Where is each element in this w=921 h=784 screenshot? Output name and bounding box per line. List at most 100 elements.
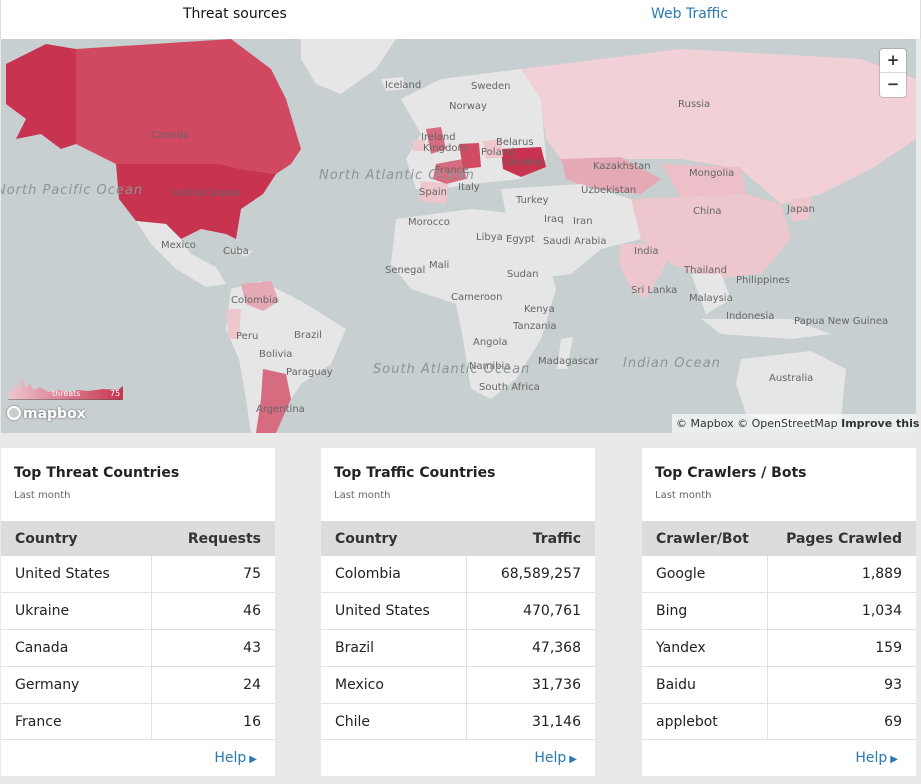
caret-right-icon: ▶ — [890, 754, 898, 765]
legend-max: 75 — [110, 389, 121, 398]
panel-title: Top Crawlers / Bots — [655, 465, 807, 481]
africa-shape — [391, 209, 556, 399]
legend-label: threats — [52, 389, 81, 398]
map-label-egypt: Egypt — [506, 234, 535, 245]
table-row: France 16 — [1, 703, 275, 741]
map-label-thailand: Thailand — [683, 265, 727, 276]
traffic-table: Country Traffic Colombia 68,589,257 Unite… — [321, 521, 595, 741]
map-label-canada: Canada — [151, 130, 189, 141]
panel-title: Top Threat Countries — [14, 465, 180, 481]
zoom-out-button[interactable]: − — [886, 75, 900, 93]
threat-table: Country Requests United States 75 Ukraine… — [1, 521, 275, 741]
usa-shape — [116, 164, 276, 239]
russia-shape — [521, 49, 916, 204]
china-shape — [631, 194, 791, 279]
mapbox-logo[interactable]: mapbox — [7, 406, 86, 422]
map-label-kingdom: Kingdom — [423, 143, 467, 154]
row-name: United States — [1, 556, 152, 594]
map-label-ukraine: Ukraine — [504, 157, 543, 168]
map-label-south-africa: South Africa — [479, 382, 540, 393]
cuba-shape — [229, 249, 253, 257]
row-name: Colombia — [321, 556, 467, 594]
caret-right-icon: ▶ — [569, 754, 577, 765]
col-country[interactable]: Country — [1, 521, 152, 556]
attribution-osm[interactable]: © OpenStreetMap — [737, 417, 838, 430]
map-label-sudan: Sudan — [507, 269, 539, 280]
table-row: United States 470,761 — [321, 592, 595, 631]
mexico-shape — [136, 221, 226, 287]
zoom-in-button[interactable]: + — [880, 49, 906, 73]
help-link[interactable]: Help ▶ — [534, 750, 577, 766]
map-label-colombia: Colombia — [231, 295, 278, 306]
col-crawler[interactable]: Crawler/Bot — [642, 521, 768, 556]
map-label-sri-lanka: Sri Lanka — [631, 285, 677, 296]
map-label-saudi: Saudi Arabia — [543, 236, 606, 247]
row-value: 1,889 — [766, 556, 916, 594]
row-name: Google — [642, 556, 768, 594]
help-link[interactable]: Help ▶ — [855, 750, 898, 766]
japan-shape — [791, 197, 811, 222]
traffic-countries-panel: Top Traffic Countries Last month Country… — [321, 448, 595, 776]
alaska-shape — [6, 44, 76, 149]
col-country[interactable]: Country — [321, 521, 467, 556]
row-name: France — [1, 703, 152, 741]
ireland-shape — [413, 139, 425, 151]
row-value: 1,034 — [766, 592, 916, 631]
row-name: Canada — [1, 629, 152, 667]
row-value: 31,736 — [466, 666, 595, 704]
map-label-philippines: Philippines — [736, 275, 790, 286]
col-pages-crawled[interactable]: Pages Crawled — [767, 521, 916, 556]
colombia-shape — [241, 281, 279, 311]
attribution-mapbox[interactable]: © Mapbox — [676, 417, 734, 430]
row-value: 159 — [766, 629, 916, 667]
table-row: applebot 69 — [642, 703, 916, 741]
improve-map-link[interactable]: Improve this map — [841, 417, 921, 430]
map-label-libya: Libya — [476, 232, 503, 243]
germany-shape — [459, 143, 481, 169]
map-label-papua: Papua New Guinea — [794, 316, 888, 327]
table-row: Canada 43 — [1, 629, 275, 667]
map-label-mongolia: Mongolia — [689, 168, 734, 179]
col-requests[interactable]: Requests — [151, 521, 275, 556]
threat-map[interactable]: Iceland Norway Sweden Russia Canada Kaza… — [1, 39, 916, 433]
ocean-label-north-pacific: North Pacific Ocean — [1, 183, 143, 198]
map-label-morocco: Morocco — [408, 217, 450, 228]
panel-subtitle: Last month — [334, 490, 391, 501]
help-link[interactable]: Help ▶ — [214, 750, 257, 766]
canada-shape — [76, 39, 301, 174]
madagascar-shape — [557, 337, 573, 369]
map-label-belarus: Belarus — [496, 137, 534, 148]
table-row: Germany 24 — [1, 666, 275, 704]
row-value: 68,589,257 — [466, 556, 595, 594]
map-label-cameroon: Cameroon — [451, 292, 502, 303]
map-label-iraq: Iraq — [544, 214, 564, 225]
row-name: United States — [321, 592, 467, 631]
table-row: Mexico 31,736 — [321, 666, 595, 704]
map-label-turkey: Turkey — [515, 195, 549, 206]
map-label-italy: Italy — [458, 182, 480, 193]
row-name: Mexico — [321, 666, 467, 704]
map-label-namibia: Namibia — [469, 361, 510, 372]
tab-web-traffic[interactable]: Web Traffic — [651, 6, 729, 22]
tab-threat-sources[interactable]: Threat sources — [183, 6, 287, 22]
peru-shape — [226, 309, 241, 339]
panel-subtitle: Last month — [14, 490, 71, 501]
map-label-tanzania: Tanzania — [512, 321, 557, 332]
table-row: Google 1,889 — [642, 556, 916, 594]
ocean-label-indian: Indian Ocean — [623, 356, 721, 371]
map-label-spain: Spain — [419, 187, 447, 198]
spain-shape — [419, 181, 449, 204]
row-name: Bing — [642, 592, 768, 631]
poland-shape — [483, 139, 503, 159]
row-name: Chile — [321, 703, 467, 741]
caret-right-icon: ▶ — [249, 754, 257, 765]
crawlers-panel: Top Crawlers / Bots Last month Crawler/B… — [642, 448, 916, 776]
col-traffic[interactable]: Traffic — [466, 521, 595, 556]
map-label-bolivia: Bolivia — [259, 349, 292, 360]
map-label-angola: Angola — [473, 337, 508, 348]
table-row: United States 75 — [1, 556, 275, 594]
iceland-shape — [381, 77, 406, 91]
panel-subtitle: Last month — [655, 490, 712, 501]
row-value: 31,146 — [466, 703, 595, 741]
ocean-label-south-atlantic: South Atlantic Ocean — [373, 362, 530, 377]
